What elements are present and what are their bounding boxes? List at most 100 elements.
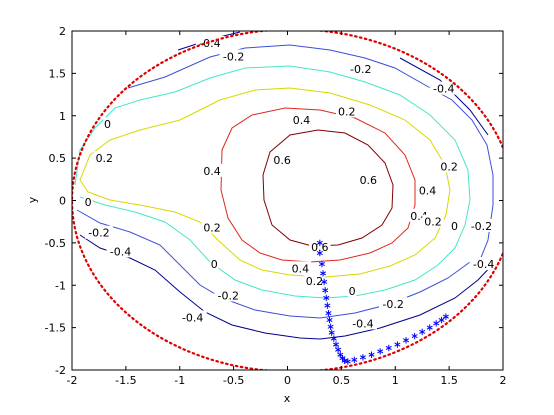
- contour-label: 0.6: [311, 241, 329, 254]
- contour-label: -0.2: [223, 50, 244, 63]
- contour-line-0-4: [220, 107, 416, 263]
- contour-label-bg: [348, 316, 377, 330]
- trajectory-point: [318, 260, 326, 268]
- contour-label: 0.6: [273, 154, 291, 167]
- contour-label-bg: [214, 288, 243, 302]
- x-tick-label: 0: [284, 374, 291, 387]
- trajectory-point: [328, 329, 335, 336]
- y-tick-label: -1.5: [45, 322, 66, 335]
- contour-label-bg: [289, 261, 312, 275]
- contour-label: -0.4: [352, 317, 373, 330]
- y-tick-label: -2: [55, 364, 66, 377]
- contour-label: 0.2: [424, 216, 442, 229]
- contour-label-bg: [303, 274, 326, 288]
- contour-label: 0.4: [292, 262, 310, 275]
- trajectory-point: [438, 316, 445, 324]
- trajectory-markers: [316, 239, 449, 365]
- contour-label-bg: [469, 257, 498, 271]
- contour-label-bg: [83, 195, 93, 209]
- trajectory-point: [325, 310, 332, 317]
- x-tick-label: 1: [392, 374, 399, 387]
- contour-label: -0.4: [110, 245, 131, 258]
- contour-label: 0: [85, 196, 92, 209]
- trajectory-point: [419, 328, 426, 336]
- trajectory-point: [344, 358, 351, 365]
- trajectory-point: [394, 341, 401, 348]
- contour-label: 0.2: [440, 161, 458, 174]
- trajectory-point: [326, 316, 333, 324]
- trajectory-point: [385, 344, 392, 352]
- y-tick-label: 2: [59, 25, 66, 38]
- contour-lines: -0.4-0.200.20-0.2-0.4-0.20.20.40.60.40.6…: [72, 31, 503, 370]
- trajectory-point: [327, 323, 334, 330]
- y-tick-label: -0.5: [45, 237, 66, 250]
- contour-label: 0: [349, 285, 356, 298]
- trajectory-point: [320, 270, 327, 277]
- trajectory-point: [411, 332, 418, 340]
- contour-label: 0.2: [203, 222, 221, 235]
- contour-label-bg: [201, 163, 223, 177]
- contour-label-bg: [357, 173, 380, 187]
- trajectory-point: [330, 335, 337, 342]
- contour-label-bg: [93, 151, 116, 165]
- contour-label-bg: [379, 296, 408, 310]
- contour-label-bg: [290, 112, 313, 126]
- trajectory-point: [322, 287, 329, 294]
- trajectory-point: [426, 324, 433, 331]
- contour-label-bg: [336, 104, 358, 118]
- contour-label: 0: [211, 258, 218, 271]
- contour-label-bg: [209, 257, 219, 271]
- contour-label: -0.2: [382, 298, 403, 311]
- trajectory-point: [351, 356, 358, 364]
- x-tick-label: 2: [500, 374, 507, 387]
- trajectory-point: [316, 249, 323, 257]
- contour-label: 0.2: [338, 106, 356, 119]
- contour-line-neg-0-4-right: [399, 57, 489, 136]
- trajectory-point: [332, 341, 340, 348]
- contour-label-bg: [346, 62, 375, 76]
- y-axis-label: y: [26, 196, 39, 203]
- contour-label-bg: [309, 240, 331, 254]
- trajectory-point: [335, 346, 342, 353]
- trajectory-point: [403, 337, 410, 344]
- x-tick-label: 1.5: [440, 374, 458, 387]
- contour-label-bg: [429, 81, 458, 95]
- contour-label-bg: [347, 284, 357, 298]
- y-tick-label: 1.5: [49, 67, 67, 80]
- contour-label: 0.2: [96, 152, 114, 165]
- contour-label-bg: [219, 49, 248, 63]
- trajectory-point: [321, 278, 328, 286]
- contour-line-neg-0-2-lower: [76, 209, 471, 319]
- contour-line-neg-0-4-bottom: [79, 234, 496, 340]
- contour-label-bg: [201, 220, 223, 234]
- contour-label: -0.4: [199, 37, 220, 50]
- contour-label: 0.2: [306, 275, 324, 288]
- x-tick-label: -0.5: [223, 374, 244, 387]
- y-tick-label: -1: [55, 279, 66, 292]
- contour-label-bg: [416, 183, 439, 197]
- contour-label-bg: [438, 159, 460, 173]
- contour-label-bg: [422, 214, 444, 228]
- contour-labels: -0.4-0.200.20-0.2-0.4-0.20.20.40.60.40.6…: [83, 35, 498, 330]
- trajectory-point: [442, 313, 449, 320]
- y-tick-label: 0.5: [49, 152, 67, 165]
- trajectory-point: [377, 348, 384, 355]
- contour-label: -0.2: [350, 63, 371, 76]
- contour-label-bg: [84, 225, 113, 239]
- contour-label-bg: [467, 218, 496, 232]
- contour-label: 0.4: [203, 165, 221, 178]
- y-tick-label: 1: [59, 110, 66, 123]
- contour-label-bg: [178, 310, 207, 324]
- contour-label-bg: [271, 152, 293, 166]
- contour-label-bg: [450, 218, 459, 232]
- contour-label: 0: [451, 220, 458, 233]
- x-tick-label: -1.5: [115, 374, 136, 387]
- y-tick-label: 0: [59, 195, 66, 208]
- contour-label: 0.6: [360, 174, 378, 187]
- contour-label: 0.4: [419, 184, 437, 197]
- trajectory-point: [433, 320, 440, 327]
- x-tick-label: -2: [67, 374, 78, 387]
- trajectory-point: [359, 354, 366, 361]
